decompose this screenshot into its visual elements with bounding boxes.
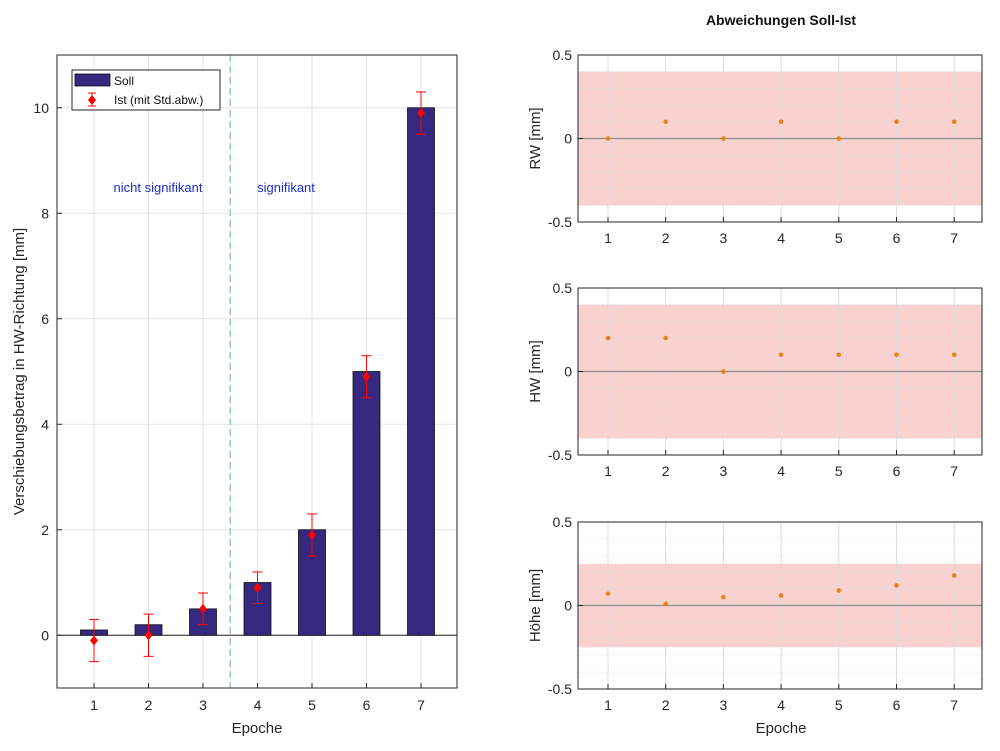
y-tick-label: 0 [564,364,572,380]
y-tick-label: 4 [41,416,49,432]
x-tick-label: 4 [777,230,785,246]
y-axis-label: RW [mm] [527,107,544,169]
y-tick-label: -0.5 [548,214,572,230]
ist-point [253,582,262,593]
y-tick-label: 0 [564,131,572,147]
deviation-point [778,352,784,358]
x-tick-label: 2 [145,697,153,713]
x-tick-label: 7 [950,697,958,713]
ist-point [90,635,98,646]
x-tick-label: 1 [604,697,612,713]
y-tick-label: -0.5 [548,681,572,697]
deviation-chart-1: -0.5 0 0.5 1 2 3 4 5 6 7 RW [mm] Abweichungen Soll-… [527,12,983,246]
x-tick-label: 3 [720,230,728,246]
deviation-point [951,119,957,125]
deviation-point [836,352,842,358]
legend-swatch-soll [74,73,111,87]
ist-point [144,630,153,641]
y-tick-label: 0 [41,627,49,643]
x-tick-label: 1 [604,230,612,246]
x-tick-label: 7 [950,230,958,246]
y-tick-label: 6 [41,311,49,327]
x-tick-label: 5 [835,463,843,479]
y-axis-label: Verschiebungsbetrag in HW-Richtung [mm] [11,228,28,515]
legend: Soll Ist (mit Std.abw.) [71,69,221,111]
deviation-point [605,335,611,341]
x-tick-label: 3 [199,697,207,713]
deviation-point [663,119,668,125]
legend-label-ist: Ist (mit Std.abw.) [114,93,203,107]
deviation-point [778,593,784,598]
x-tick-label: 1 [90,697,98,713]
y-tick-label: 0.5 [553,514,573,530]
x-tick-label: 4 [254,697,262,713]
chart-title: Abweichungen Soll-Ist [706,12,856,28]
deviation-point [894,119,899,125]
x-tick-label: 6 [893,697,901,713]
x-tick-label: 3 [720,463,728,479]
deviation-charts: -0.5 0 0.5 1 2 3 4 5 6 7 RW [mm] Abweichungen Soll-… [527,12,983,737]
y-tick-label: -0.5 [548,447,572,463]
y-axis-label: Höhe [mm] [527,569,544,642]
annotation-not-significant: nicht signifikant [114,180,203,195]
y-axis-label: HW [mm] [527,340,544,402]
x-tick-label: 7 [950,463,958,479]
ist-point [199,603,207,614]
y-tick-label: 0.5 [553,280,573,296]
x-tick-label: 2 [662,697,670,713]
deviation-point [663,335,668,341]
y-tick-label: 8 [41,205,49,221]
deviation-chart-2: -0.5 0 0.5 1 2 3 4 5 6 7 HW [mm] [527,280,983,479]
x-tick-label: 2 [662,463,670,479]
y-tick-label: 0.5 [553,47,573,63]
x-tick-label: 6 [363,697,371,713]
legend-label-soll: Soll [114,74,134,88]
annotation-significant: signifikant [257,180,315,195]
deviation-point [894,352,899,358]
x-tick-label: 7 [417,697,425,713]
legend-marker-ist [88,95,96,105]
x-tick-label: 6 [893,230,901,246]
deviation-point [951,573,957,578]
bar-soll [407,107,435,636]
ist-point [417,108,425,119]
deviation-point [721,136,726,141]
bar-soll [352,371,381,636]
bar-soll [243,582,272,636]
deviation-point [605,136,611,141]
x-axis-label: Epoche [232,720,283,737]
y-tick-label: 10 [33,100,49,116]
ist-point [362,371,371,382]
x-tick-label: 1 [604,463,612,479]
deviation-point [663,601,668,607]
deviation-chart-3: -0.5 0 0.5 1 2 3 4 5 6 7 Höhe [mm] Epoche [527,514,983,737]
x-tick-label: 5 [835,230,843,246]
x-tick-label: 4 [777,463,785,479]
x-tick-label: 3 [720,697,728,713]
deviation-point [894,583,899,588]
y-tick-label: 2 [41,522,49,538]
ist-point [308,530,316,541]
deviation-point [721,594,726,600]
y-tick-label: 0 [564,598,572,614]
x-tick-label: 2 [662,230,670,246]
deviation-point [778,119,784,125]
x-tick-label: 6 [893,463,901,479]
x-tick-label: 4 [777,697,785,713]
deviation-point [951,352,957,358]
deviation-point [836,136,842,141]
x-tick-label: 5 [835,697,843,713]
x-axis-label: Epoche [756,720,807,737]
deviation-point [721,369,726,374]
x-tick-label: 5 [308,697,316,713]
deviation-point [605,591,611,597]
deviation-point [836,588,842,593]
